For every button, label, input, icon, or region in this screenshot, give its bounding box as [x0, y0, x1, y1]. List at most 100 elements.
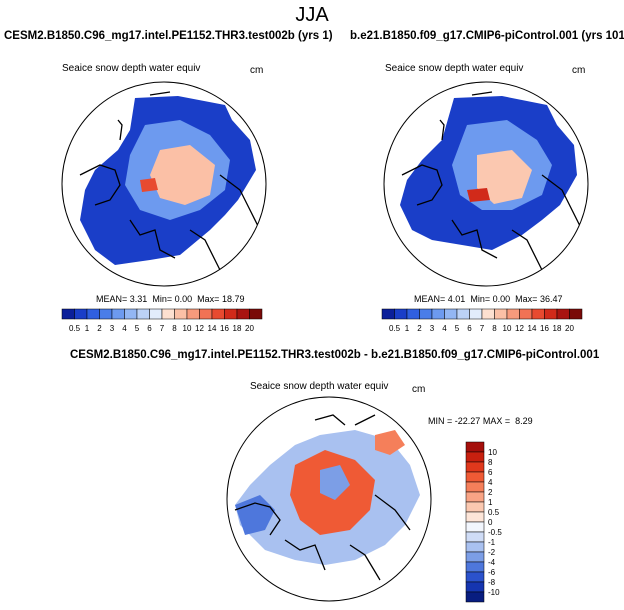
colorbar-swatch-1-0: [381, 308, 395, 320]
panel3-positive-region-b: [375, 430, 405, 455]
colorbar-tick-label: 5: [135, 324, 140, 333]
colorbar-swatch-0-9: [174, 308, 188, 320]
colorbar-tick-label: -8: [488, 578, 496, 587]
colorbar-swatch-1-15: [569, 308, 583, 320]
colorbar-swatch-1-10: [506, 308, 520, 320]
colorbar-tick-label: 1: [405, 324, 410, 333]
colorbar-tick-label: 10: [488, 448, 497, 457]
colorbar-tick-label: 18: [553, 324, 562, 333]
colorbar-swatch-2-9: [465, 531, 485, 543]
colorbar-swatch-1-11: [519, 308, 533, 320]
colorbar-tick-label: 1: [488, 498, 493, 507]
colorbar-swatch-0-12: [211, 308, 225, 320]
colorbar-tick-label: 18: [233, 324, 242, 333]
colorbar-swatch-0-11: [199, 308, 213, 320]
colorbar-tick-label: 0.5: [389, 324, 401, 333]
panel2-coastline: [401, 91, 583, 271]
colorbar-tick-label: 4: [122, 324, 127, 333]
panel2-map-border: [383, 81, 589, 287]
colorbar-swatch-1-8: [481, 308, 495, 320]
colorbar-swatch-2-15: [465, 591, 485, 603]
panel3-coastline: [234, 414, 411, 581]
panel2-colorbar: 0.5 1 2 3 4 5 6 7 8 10 12 14 16 18 20: [381, 308, 583, 333]
colorbar-swatch-1-5: [444, 308, 458, 320]
colorbar-swatch-0-7: [149, 308, 163, 320]
colorbar-swatch-0-6: [136, 308, 150, 320]
colorbar-swatch-2-8: [465, 521, 485, 533]
colorbar-tick-label: -6: [488, 568, 496, 577]
panel1-stats: MEAN= 3.31 Min= 0.00 Max= 18.79: [96, 294, 245, 304]
panel3-map-border: [226, 396, 432, 602]
colorbar-tick-label: 8: [492, 324, 497, 333]
colorbar-tick-label: 16: [540, 324, 549, 333]
colorbar-tick-label: 1: [85, 324, 90, 333]
colorbar-tick-label: 5: [455, 324, 460, 333]
panel2-maximum-region: [467, 188, 490, 202]
colorbar-tick-label: -4: [488, 558, 496, 567]
panel3-negative-region-a: [320, 465, 350, 500]
colorbar-tick-label: 10: [503, 324, 512, 333]
colorbar-swatch-2-14: [465, 581, 485, 593]
colorbar-tick-label: -1: [488, 538, 496, 547]
colorbar-tick-label: 20: [565, 324, 574, 333]
colorbar-tick-label: 0: [488, 518, 493, 527]
colorbar-swatch-0-5: [124, 308, 138, 320]
colorbar-swatch-0-1: [74, 308, 88, 320]
panel3-title: CESM2.B1850.C96_mg17.intel.PE1152.THR3.t…: [70, 349, 600, 361]
panel1-units: cm: [250, 65, 264, 76]
panel2-units: cm: [572, 65, 586, 76]
panel1-coastline: [79, 91, 261, 271]
colorbar-tick-label: 14: [208, 324, 217, 333]
colorbar-tick-label: -2: [488, 548, 496, 557]
panel2-variable: Seaice snow depth water equiv: [385, 63, 524, 74]
colorbar-swatch-2-6: [465, 501, 485, 513]
colorbar-tick-label: 2: [97, 324, 102, 333]
panel2-stats: MEAN= 4.01 Min= 0.00 Max= 36.47: [414, 294, 563, 304]
panel3-map: [226, 396, 432, 602]
colorbar-swatch-1-6: [456, 308, 470, 320]
colorbar-swatch-0-8: [161, 308, 175, 320]
colorbar-swatch-0-14: [236, 308, 250, 320]
colorbar-swatch-1-3: [419, 308, 433, 320]
colorbar-swatch-0-13: [224, 308, 238, 320]
colorbar-swatch-2-7: [465, 511, 485, 523]
colorbar-swatch-1-14: [556, 308, 570, 320]
colorbar-tick-label: -0.5: [488, 528, 502, 537]
colorbar-tick-label: 0.5: [488, 508, 500, 517]
colorbar-swatch-1-7: [469, 308, 483, 320]
panel1-title: CESM2.B1850.C96_mg17.intel.PE1152.THR3.t…: [4, 30, 333, 42]
colorbar-tick-label: 4: [488, 478, 493, 487]
colorbar-tick-label: 2: [417, 324, 422, 333]
colorbar-tick-label: 3: [110, 324, 115, 333]
colorbar-tick-label: 3: [430, 324, 435, 333]
colorbar-swatch-2-0: [465, 441, 485, 453]
colorbar-tick-label: -10: [488, 588, 500, 597]
colorbar-tick-label: 10: [183, 324, 192, 333]
colorbar-tick-label: 6: [147, 324, 152, 333]
colorbar-tick-label: 12: [515, 324, 524, 333]
colorbar-swatch-0-4: [111, 308, 125, 320]
panel2-positive-region: [477, 150, 532, 204]
colorbar-swatch-1-13: [544, 308, 558, 320]
colorbar-tick-label: 20: [245, 324, 254, 333]
panel3-units: cm: [412, 384, 426, 395]
colorbar-swatch-2-13: [465, 571, 485, 583]
colorbar-tick-label: 14: [528, 324, 537, 333]
colorbar-swatch-0-10: [186, 308, 200, 320]
panel2-map: [383, 81, 589, 287]
panel1-colorbar: 0.5 1 2 3 4 5 6 7 8 10 12 14 16 18 20: [61, 308, 263, 333]
panel2-title: b.e21.B1850.f09_g17.CMIP6-piControl.001 …: [350, 30, 624, 42]
colorbar-tick-label: 12: [195, 324, 204, 333]
colorbar-swatch-2-10: [465, 541, 485, 553]
colorbar-swatch-2-12: [465, 561, 485, 573]
colorbar-tick-label: 7: [480, 324, 485, 333]
panel3-variable: Seaice snow depth water equiv: [250, 381, 389, 392]
colorbar-swatch-0-3: [99, 308, 113, 320]
colorbar-tick-label: 8: [172, 324, 177, 333]
colorbar-tick-label: 16: [220, 324, 229, 333]
colorbar-swatch-2-3: [465, 471, 485, 483]
panel1-positive-region: [150, 145, 215, 205]
colorbar-swatch-0-2: [86, 308, 100, 320]
colorbar-swatch-2-4: [465, 481, 485, 493]
